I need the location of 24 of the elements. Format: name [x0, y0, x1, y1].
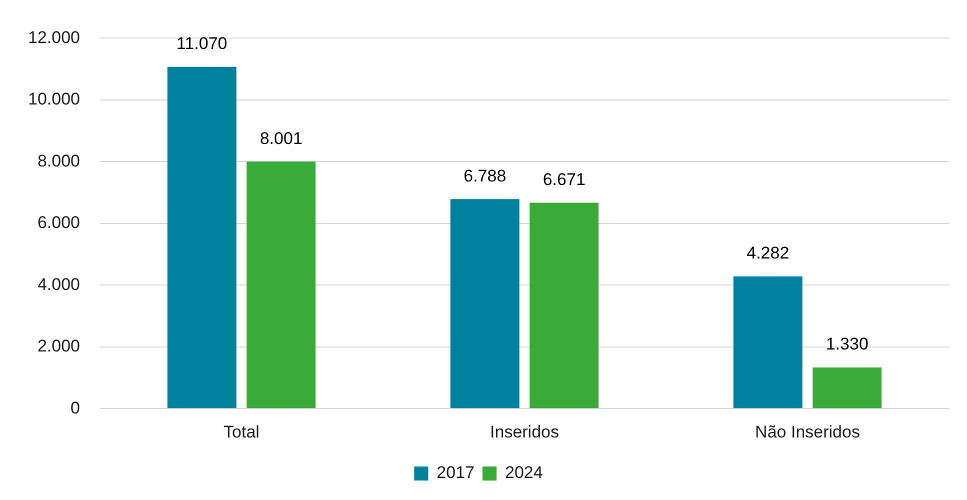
y-tick-label: 10.000 — [28, 90, 80, 109]
data-label: 1.330 — [826, 334, 868, 354]
y-tick-label: 6.000 — [37, 213, 80, 232]
data-label: 6.671 — [542, 170, 586, 189]
bar — [167, 66, 236, 408]
x-tick-label: Total — [224, 422, 260, 442]
y-tick-label: 0 — [70, 398, 80, 418]
data-label: 4.282 — [746, 244, 790, 263]
data-label: 11.070 — [176, 34, 228, 54]
bar — [530, 202, 599, 408]
y-tick-label: 2.000 — [37, 336, 80, 356]
bar — [812, 368, 882, 408]
x-tick-label: Não Inseridos — [755, 422, 860, 442]
bar — [450, 199, 520, 408]
legend-label: 2017 — [436, 463, 475, 482]
y-tick-label: 12.000 — [28, 28, 80, 47]
y-tick-label: 4.000 — [37, 274, 80, 294]
data-label: 8.001 — [260, 128, 302, 148]
data-label: 6.788 — [464, 166, 506, 186]
legend-label: 2024 — [505, 463, 543, 482]
bar — [733, 276, 802, 408]
y-tick-label: 8.000 — [37, 151, 80, 170]
x-tick-label: Inseridos — [490, 422, 559, 442]
bar — [246, 162, 316, 408]
